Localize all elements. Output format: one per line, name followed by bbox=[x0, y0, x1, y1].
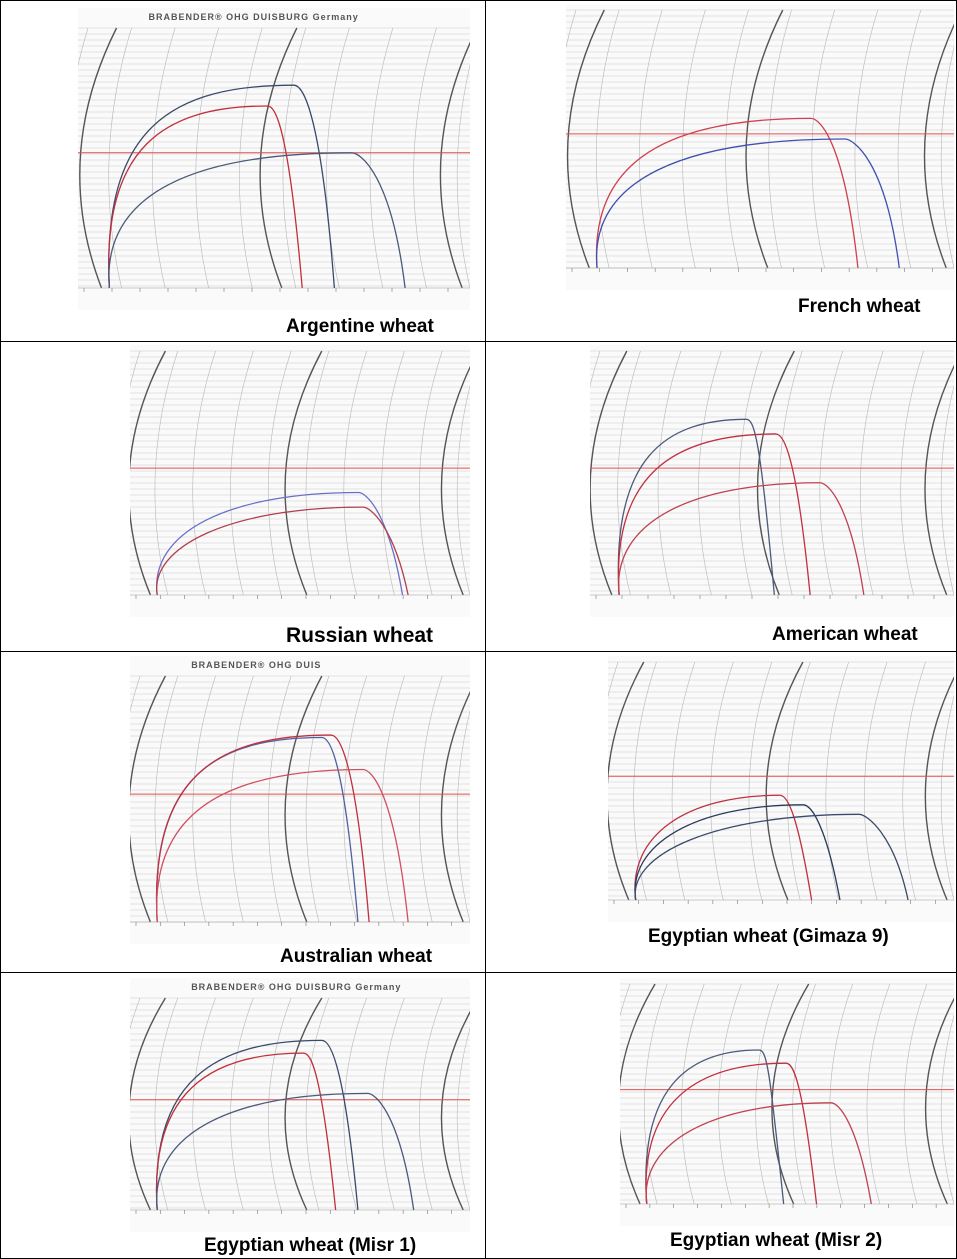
extensogram-panel-misr1: BRABENDER® OHG DUISBURG Germany bbox=[130, 978, 470, 1232]
extensogram-curve bbox=[155, 734, 370, 923]
extensogram-panel-australian: BRABENDER® OHG DUIS bbox=[130, 656, 470, 944]
extensogram-panel-misr2 bbox=[620, 978, 954, 1226]
svg-text:BRABENDER® OHG DUIS: BRABENDER® OHG DUIS bbox=[191, 660, 321, 670]
caption-french-wheat: French wheat bbox=[798, 296, 921, 317]
extensogram-curve bbox=[156, 506, 409, 596]
row-divider-3 bbox=[0, 972, 956, 973]
extensogram-curve bbox=[634, 804, 841, 901]
extensogram-panel-argentine: BRABENDER® OHG DUISBURG Germany bbox=[78, 8, 470, 310]
extensogram-curve bbox=[645, 1102, 872, 1205]
extensogram-curve bbox=[156, 1092, 415, 1211]
extensogram-chart-russian bbox=[130, 345, 470, 617]
extensogram-curve bbox=[595, 117, 859, 269]
caption-egyptian-misr1: Egyptian wheat (Misr 1) bbox=[204, 1235, 417, 1256]
extensogram-curve bbox=[617, 418, 775, 596]
extensogram-chart-misr1: BRABENDER® OHG DUISBURG Germany bbox=[130, 978, 470, 1232]
extensogram-panel-french bbox=[566, 4, 954, 290]
svg-text:BRABENDER® OHG DUISBURG Ge: BRABENDER® OHG DUISBURG Germany bbox=[191, 982, 401, 992]
extensogram-curve bbox=[634, 794, 813, 901]
extensogram-panel-gimaza9 bbox=[608, 656, 954, 922]
extensogram-curve bbox=[595, 138, 900, 269]
extensogram-curve bbox=[645, 1062, 818, 1205]
extensogram-chart-australian: BRABENDER® OHG DUIS bbox=[130, 656, 470, 944]
column-divider bbox=[485, 0, 486, 1258]
extensogram-chart-french bbox=[566, 4, 954, 290]
extensogram-curve bbox=[108, 152, 406, 289]
caption-argentine-wheat: Argentine wheat bbox=[286, 316, 434, 337]
extensogram-curve bbox=[108, 105, 303, 289]
caption-egyptian-misr2: Egyptian wheat (Misr 2) bbox=[670, 1230, 883, 1251]
extensogram-chart-misr2 bbox=[620, 978, 954, 1226]
row-divider-2 bbox=[0, 651, 956, 652]
caption-russian-wheat: Russian wheat bbox=[286, 624, 434, 647]
extensogram-chart-gimaza9 bbox=[608, 656, 954, 922]
extensogram-curve bbox=[156, 768, 409, 923]
extensogram-curve bbox=[617, 482, 865, 596]
extensogram-chart-american bbox=[590, 345, 954, 617]
caption-american-wheat: American wheat bbox=[772, 624, 918, 645]
extensogram-panel-russian bbox=[130, 345, 470, 617]
row-divider-1 bbox=[0, 341, 956, 342]
extensogram-panel-american bbox=[590, 345, 954, 617]
caption-australian-wheat: Australian wheat bbox=[280, 946, 433, 967]
extensogram-curve bbox=[634, 813, 909, 901]
extensogram-curve bbox=[108, 84, 336, 289]
extensogram-curve bbox=[617, 433, 811, 596]
caption-egyptian-gimaza9: Egyptian wheat (Gimaza 9) bbox=[648, 926, 889, 947]
extensogram-curve bbox=[645, 1049, 785, 1205]
extensogram-curve bbox=[155, 1052, 337, 1211]
svg-text:BRABENDER® OHG DUISBURG Ge: BRABENDER® OHG DUISBURG Germany bbox=[149, 12, 359, 22]
extensogram-chart-argentine: BRABENDER® OHG DUISBURG Germany bbox=[78, 8, 470, 310]
